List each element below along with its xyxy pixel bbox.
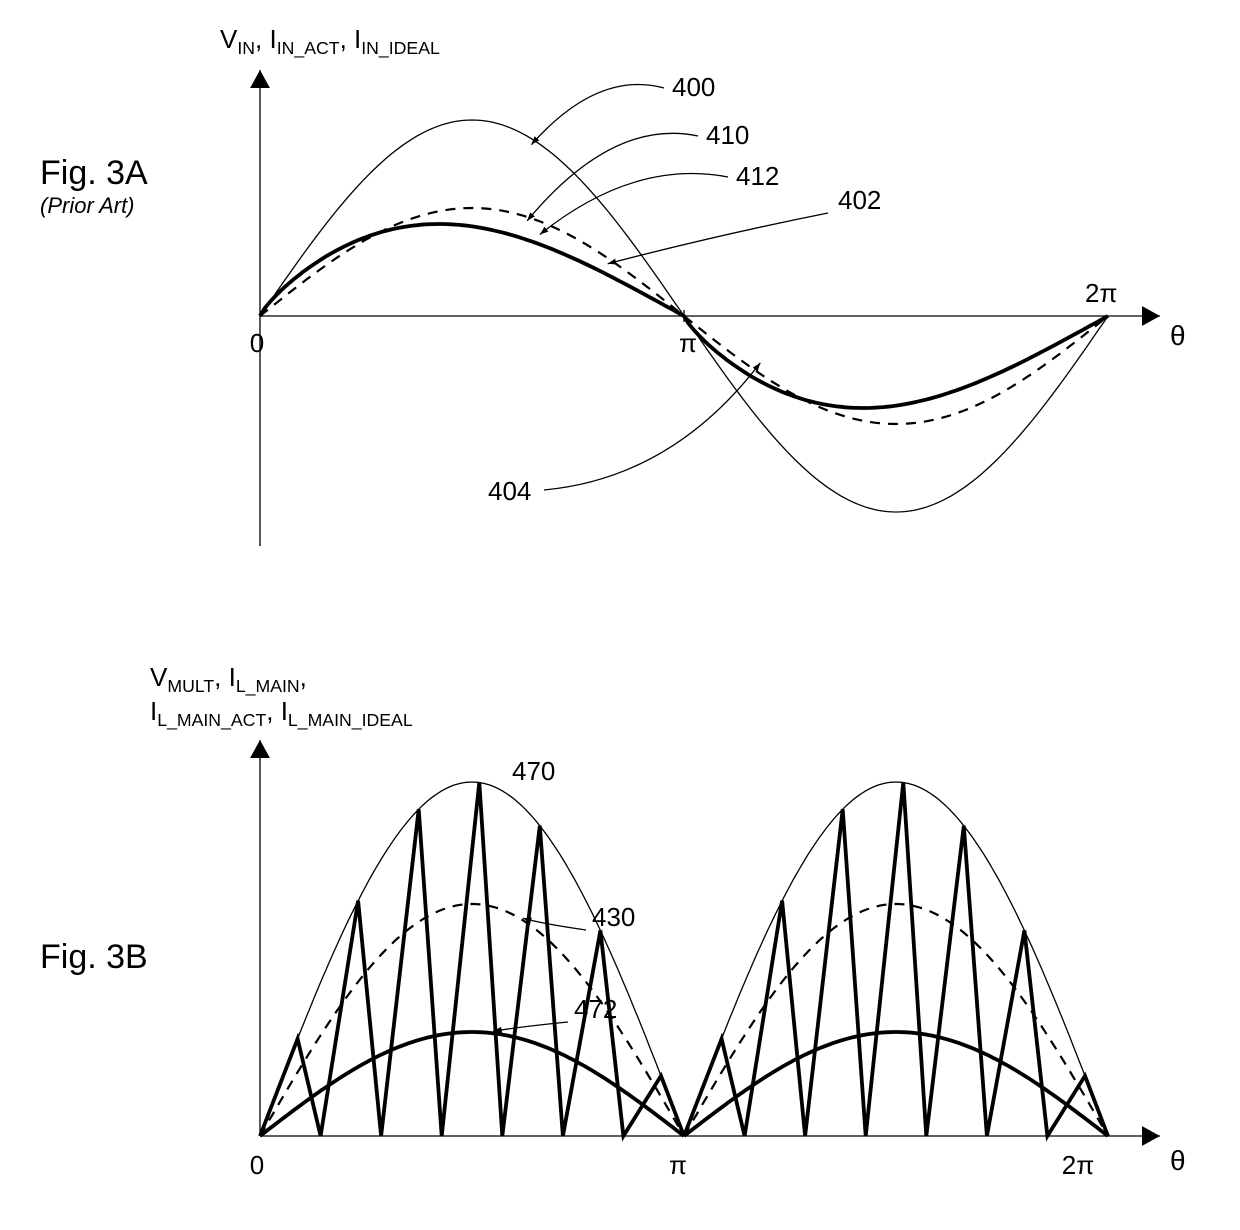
svg-text:402: 402 [838,185,881,215]
fig-3a-title-block: Fig. 3A (Prior Art) [40,154,148,219]
svg-text:430: 430 [592,902,635,932]
diagram-svg: VIN, IIN_ACT, IIN_IDEAL θ 0 π 2π 400 410 412 402… [0,0,1240,1230]
svg-text:404: 404 [488,476,531,506]
svg-text:θ: θ [1170,320,1186,351]
svg-text:VIN, IIN_ACT, IIN_IDEAL: VIN, IIN_ACT, IIN_IDEAL [220,24,440,59]
figure-container: VIN, IIN_ACT, IIN_IDEAL θ 0 π 2π 400 410 412 402… [0,0,1240,1230]
fig-3a-subtitle: (Prior Art) [40,193,148,219]
svg-text:412: 412 [736,161,779,191]
svg-text:π: π [669,1150,687,1180]
svg-text:0: 0 [250,1150,264,1180]
fig-3b-title-block: Fig. 3B [40,938,148,977]
fig-3b-title: Fig. 3B [40,938,148,977]
svg-text:2π: 2π [1062,1150,1094,1180]
svg-text:VMULT, IL_MAIN,: VMULT, IL_MAIN, [150,662,307,697]
fig-3a-title: Fig. 3A [40,154,148,193]
svg-text:2π: 2π [1085,278,1117,308]
svg-text:472: 472 [574,994,617,1024]
svg-text:470: 470 [512,756,555,786]
svg-text:400: 400 [672,72,715,102]
svg-text:IL_MAIN_ACT, IL_MAIN_IDEAL: IL_MAIN_ACT, IL_MAIN_IDEAL [150,696,413,731]
svg-text:θ: θ [1170,1145,1186,1176]
svg-text:410: 410 [706,120,749,150]
svg-text:0: 0 [250,328,264,358]
